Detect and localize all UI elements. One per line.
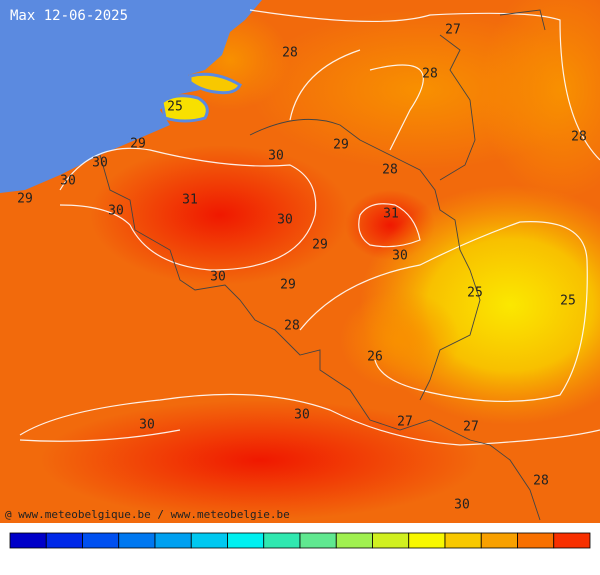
temperature-label: 30 <box>210 270 226 285</box>
temperature-label: 28 <box>284 319 300 334</box>
colorbar-segment <box>480 532 518 549</box>
temperature-label: 28 <box>382 163 398 178</box>
colorbar-segment <box>227 532 265 549</box>
colorbar-segment <box>154 532 192 549</box>
credit: @ www.meteobelgique.be / www.meteobelgie… <box>5 508 290 521</box>
colorbar-segment <box>118 532 156 549</box>
map-title: Max 12-06-2025 <box>10 8 128 24</box>
isolines <box>19 9 600 446</box>
temperature-label: 28 <box>422 67 438 82</box>
colorbar-segment <box>299 532 337 549</box>
colorbar-segment <box>190 532 228 549</box>
temperature-label: 30 <box>277 213 293 228</box>
sea <box>0 0 262 193</box>
temperature-label: 30 <box>294 408 310 423</box>
colorbar-segment <box>263 532 301 549</box>
colorbar-segment <box>372 532 410 549</box>
temperature-label: 29 <box>280 278 296 293</box>
temperature-label: 30 <box>268 149 284 164</box>
colorbar-segment <box>45 532 83 549</box>
temperature-label: 29 <box>312 238 328 253</box>
temperature-label: 27 <box>445 23 461 38</box>
temperature-label: 25 <box>167 100 183 115</box>
temperature-label: 30 <box>60 174 76 189</box>
colorbar-segment <box>335 532 373 549</box>
island <box>188 72 242 95</box>
temperature-label: 28 <box>533 474 549 489</box>
colorbar <box>9 532 591 549</box>
temperature-labels: 28 27 28 25 29 30 29 28 28 30 30 29 31 30 30 31 29 30 30 29… <box>17 23 587 513</box>
temperature-label: 30 <box>92 156 108 171</box>
temperature-label: 29 <box>17 192 33 207</box>
temperature-label: 29 <box>333 138 349 153</box>
temperature-label: 30 <box>139 418 155 433</box>
colorbar-segment <box>553 532 591 549</box>
temperature-label: 29 <box>130 137 146 152</box>
temperature-label: 27 <box>463 420 479 435</box>
island <box>160 94 209 123</box>
colorbar-segment <box>444 532 482 549</box>
temperature-label: 28 <box>282 46 298 61</box>
temperature-label: 28 <box>571 130 587 145</box>
temperature-label: 30 <box>392 249 408 264</box>
temperature-label: 30 <box>108 204 124 219</box>
temperature-label: 25 <box>467 286 483 301</box>
colorbar-segment <box>408 532 446 549</box>
temperature-label: 31 <box>182 193 198 208</box>
temperature-label: 27 <box>397 415 413 430</box>
colorbar-segment <box>9 532 47 549</box>
temperature-label: 25 <box>560 294 576 309</box>
colorbar-segment <box>517 532 555 549</box>
borders <box>99 9 546 521</box>
colorbar-segment <box>82 532 120 549</box>
temperature-label: 30 <box>454 498 470 513</box>
legend-background <box>0 523 600 575</box>
temperature-label: 26 <box>367 350 383 365</box>
temperature-label: 31 <box>383 207 399 222</box>
